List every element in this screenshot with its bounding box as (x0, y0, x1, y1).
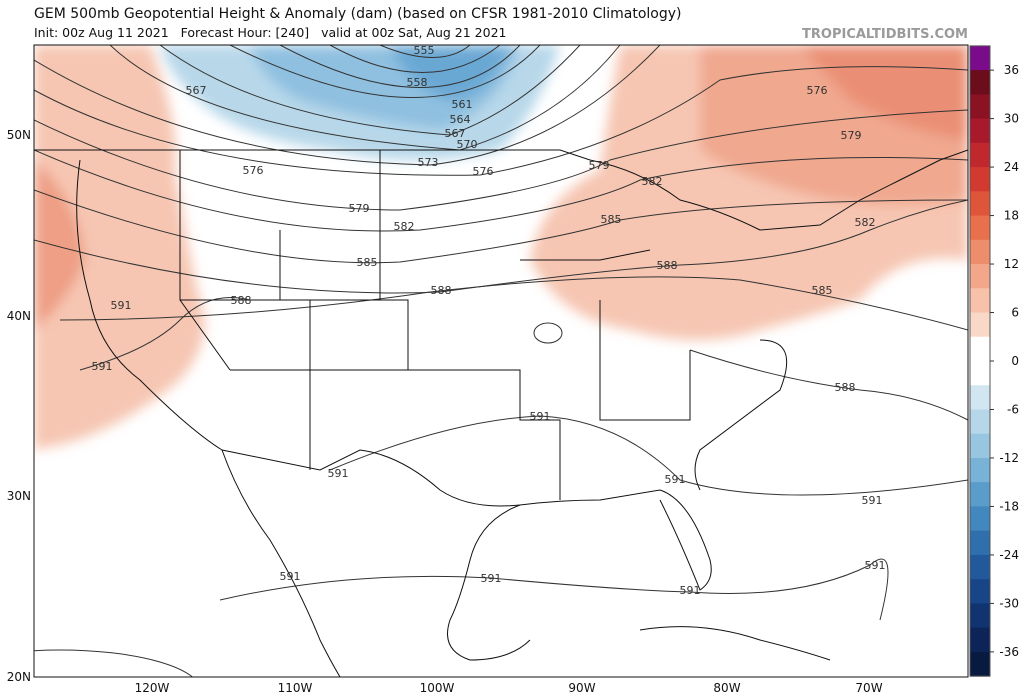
longitude-label: 110W (278, 681, 313, 695)
watermark: TROPICALTIDBITS.COM (802, 27, 968, 42)
colorbar-segment (970, 264, 990, 289)
colorbar-segment (970, 288, 990, 314)
colorbar-segment (970, 457, 990, 483)
colorbar-segment (970, 118, 990, 144)
colorbar-segment (970, 142, 990, 168)
contour-label: 591 (665, 473, 686, 486)
colorbar-segment (970, 239, 990, 265)
subtitle: Init: 00z Aug 11 2021 Forecast Hour: [24… (34, 25, 506, 40)
title: GEM 500mb Geopotential Height & Anomaly … (34, 6, 682, 22)
contour-label: 585 (357, 256, 378, 269)
contour-label: 588 (431, 284, 452, 297)
map-frame (33, 44, 969, 678)
latitude-label: 30N (7, 489, 31, 503)
contour-label: 591 (481, 572, 502, 585)
contour-label: 582 (394, 220, 415, 233)
contour-label: 588 (231, 294, 252, 307)
contour-label: 579 (349, 202, 370, 215)
colorbar-segment (970, 312, 990, 338)
contour-label: 570 (457, 138, 478, 151)
colorbar-segment (970, 70, 990, 95)
colorbar-tick-label: -12 (999, 451, 1019, 465)
contour-label: 576 (473, 165, 494, 178)
colorbar-segment (970, 554, 990, 580)
longitude-label: 90W (568, 681, 595, 695)
contour-label: 579 (589, 159, 610, 172)
contour-label: 564 (450, 113, 471, 126)
contour-label: 591 (862, 494, 883, 507)
contour-label: 576 (243, 164, 264, 177)
contour-label: 585 (812, 284, 833, 297)
colorbar-tick-label: -36 (999, 645, 1019, 659)
contour-label: 591 (280, 570, 301, 583)
colorbar-segment (970, 191, 990, 217)
map (34, 45, 968, 677)
colorbar-segment (970, 506, 990, 532)
latitude-label: 20N (7, 670, 31, 684)
contour-label: 591 (111, 299, 132, 312)
contour-label: 591 (328, 467, 349, 480)
contour-label: 588 (835, 381, 856, 394)
colorbar-tick-label: -24 (999, 548, 1019, 562)
contour-label: 567 (186, 84, 207, 97)
colorbar-tick-label: 24 (1004, 160, 1019, 174)
colorbar-segment (970, 361, 990, 386)
colorbar-segment (970, 651, 990, 677)
colorbar: 36 30 24 18 12 6 0 -6 -12 -18 -24 -30 -36 (969, 45, 1019, 677)
contour-label: 582 (855, 216, 876, 229)
longitude-label: 80W (713, 681, 740, 695)
colorbar-segment (970, 603, 990, 629)
colorbar-tick-label: 36 (1004, 63, 1019, 77)
colorbar-tick-label: 6 (1011, 306, 1019, 320)
latitude-label: 50N (7, 128, 31, 142)
contour-label: 561 (452, 98, 473, 111)
colorbar-segment (970, 167, 990, 192)
colorbar-tick-label: -6 (1007, 402, 1019, 416)
colorbar-segment (970, 215, 990, 241)
longitude-label: 120W (135, 681, 170, 695)
colorbar-tick-label: 0 (1011, 354, 1019, 368)
latitude-label: 40N (7, 309, 31, 323)
colorbar-segment (970, 579, 990, 604)
colorbar-segment (970, 45, 990, 71)
contour-label: 567 (445, 127, 466, 140)
colorbar-tick-label: 12 (1004, 257, 1019, 271)
colorbar-tick-label: -18 (999, 499, 1019, 513)
longitude-label: 100W (420, 681, 455, 695)
colorbar-segment (970, 94, 990, 120)
anomaly-shading (34, 45, 968, 450)
contour-label: 576 (807, 84, 828, 97)
contour-label: 591 (865, 559, 886, 572)
colorbar-segment (970, 482, 990, 507)
contour-label: 588 (657, 259, 678, 272)
contour-label: 591 (92, 360, 113, 373)
colorbar-segment (970, 627, 990, 653)
contour-label: 573 (418, 156, 439, 169)
colorbar-segment (970, 385, 990, 410)
colorbar-segment (970, 530, 990, 556)
contour-label: 555 (414, 44, 435, 57)
contours (34, 45, 968, 677)
coastlines (34, 149, 968, 677)
contour-label: 585 (601, 213, 622, 226)
colorbar-tick-label: 30 (1004, 112, 1019, 126)
colorbar-segment (970, 336, 990, 362)
contour-label: 582 (642, 175, 663, 188)
colorbar-tick-label: -30 (999, 596, 1019, 610)
contour-label: 558 (407, 76, 428, 89)
contour-label: 591 (680, 584, 701, 597)
contour-label: 591 (530, 410, 551, 423)
colorbar-segment (970, 409, 990, 435)
colorbar-segment (970, 433, 990, 459)
longitude-label: 70W (855, 681, 882, 695)
contour-label: 579 (841, 129, 862, 142)
colorbar-tick-label: 18 (1004, 209, 1019, 223)
